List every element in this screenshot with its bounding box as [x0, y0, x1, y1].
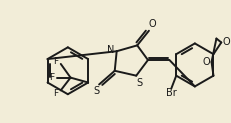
Text: F: F [53, 89, 58, 98]
Text: S: S [93, 86, 99, 96]
Text: O: O [203, 57, 210, 67]
Text: Br: Br [166, 88, 177, 98]
Text: N: N [107, 45, 115, 55]
Text: O: O [148, 19, 156, 29]
Text: S: S [136, 78, 142, 88]
Text: F: F [49, 73, 55, 82]
Text: O: O [222, 37, 230, 47]
Text: F: F [53, 56, 58, 66]
